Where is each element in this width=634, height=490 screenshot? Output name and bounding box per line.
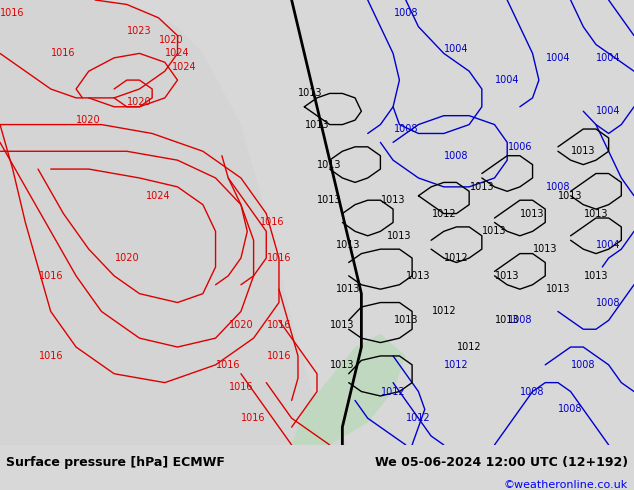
Text: 1004: 1004: [444, 44, 469, 54]
Text: 1004: 1004: [546, 53, 570, 63]
Text: 1016: 1016: [51, 49, 75, 58]
Text: 1013: 1013: [559, 191, 583, 201]
Text: 1013: 1013: [533, 244, 557, 254]
Text: 1013: 1013: [584, 271, 608, 281]
Text: 1013: 1013: [299, 88, 323, 98]
Text: 1008: 1008: [521, 387, 545, 396]
Text: 1016: 1016: [261, 218, 285, 227]
Text: 1008: 1008: [597, 297, 621, 308]
Text: 1004: 1004: [597, 53, 621, 63]
Text: 1008: 1008: [394, 8, 418, 18]
Text: 1012: 1012: [457, 342, 481, 352]
Text: 1013: 1013: [381, 195, 405, 205]
Text: 1013: 1013: [546, 284, 570, 294]
Text: 1013: 1013: [318, 160, 342, 170]
Text: 1008: 1008: [571, 360, 595, 370]
Text: 1012: 1012: [432, 209, 456, 219]
Text: We 05-06-2024 12:00 UTC (12+192): We 05-06-2024 12:00 UTC (12+192): [375, 456, 628, 468]
Text: 1016: 1016: [267, 253, 291, 263]
Text: 1013: 1013: [470, 182, 494, 192]
Text: 1013: 1013: [318, 195, 342, 205]
Text: 1020: 1020: [77, 115, 101, 125]
Text: 1023: 1023: [127, 26, 152, 36]
Text: 1013: 1013: [305, 120, 329, 129]
Text: 1013: 1013: [337, 240, 361, 250]
Text: 1008: 1008: [559, 404, 583, 415]
Text: 1016: 1016: [267, 320, 291, 330]
Text: 1008: 1008: [546, 182, 570, 192]
Text: 1020: 1020: [229, 320, 253, 330]
Text: 1012: 1012: [432, 306, 456, 317]
Text: 1016: 1016: [39, 351, 63, 361]
Text: 1013: 1013: [584, 209, 608, 219]
Text: 1024: 1024: [146, 191, 171, 201]
Text: 1012: 1012: [381, 387, 405, 396]
Text: 1012: 1012: [444, 360, 469, 370]
Text: 1013: 1013: [406, 271, 430, 281]
Text: 1016: 1016: [1, 8, 25, 18]
Text: 1013: 1013: [330, 360, 354, 370]
Text: 1020: 1020: [127, 98, 152, 107]
Text: 1016: 1016: [242, 413, 266, 423]
Text: 1013: 1013: [394, 316, 418, 325]
Text: 1008: 1008: [444, 151, 469, 161]
Text: 1008: 1008: [394, 124, 418, 134]
Text: 1012: 1012: [406, 413, 430, 423]
Text: 1024: 1024: [172, 62, 196, 72]
Text: 1024: 1024: [165, 49, 190, 58]
Text: 1013: 1013: [571, 147, 595, 156]
Text: 1013: 1013: [330, 320, 354, 330]
Text: 1016: 1016: [216, 360, 240, 370]
Text: 1012: 1012: [444, 253, 469, 263]
Text: 1004: 1004: [495, 75, 519, 85]
Text: 1016: 1016: [39, 271, 63, 281]
Text: 1004: 1004: [597, 240, 621, 250]
Text: 1013: 1013: [337, 284, 361, 294]
Text: 1006: 1006: [508, 142, 532, 152]
Text: 1013: 1013: [521, 209, 545, 219]
Text: 1016: 1016: [229, 382, 253, 392]
Text: 1020: 1020: [115, 253, 139, 263]
Text: 1004: 1004: [597, 106, 621, 116]
Polygon shape: [0, 0, 349, 445]
Polygon shape: [292, 334, 406, 445]
Text: 1013: 1013: [387, 231, 411, 241]
Text: Surface pressure [hPa] ECMWF: Surface pressure [hPa] ECMWF: [6, 456, 225, 468]
Text: 1013: 1013: [482, 226, 507, 236]
Text: 1013: 1013: [495, 316, 519, 325]
Text: 1016: 1016: [267, 351, 291, 361]
Text: 1008: 1008: [508, 316, 532, 325]
Text: 1020: 1020: [159, 35, 183, 45]
Text: ©weatheronline.co.uk: ©weatheronline.co.uk: [503, 480, 628, 490]
Text: 1013: 1013: [495, 271, 519, 281]
